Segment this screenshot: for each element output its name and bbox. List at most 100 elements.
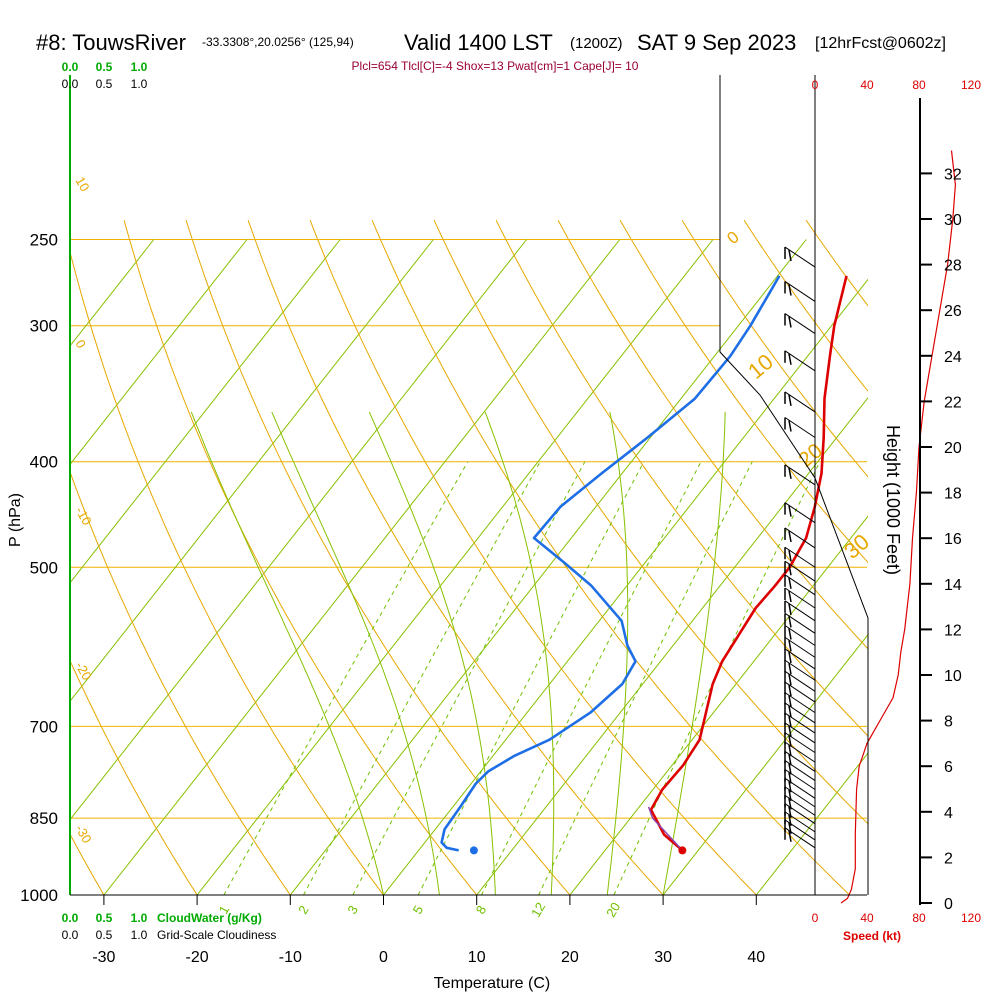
- wind-barb: [784, 587, 816, 609]
- axes: -30 -20 -10 0 10 20 30 402503004005007008501000…: [20, 60, 981, 966]
- cloudiness-label: Grid-Scale Cloudiness: [157, 928, 276, 942]
- wind-barb: [784, 560, 816, 582]
- dry-adiabat-line: [247, 220, 664, 895]
- wind-barb-flag: [788, 530, 792, 543]
- wind-barb: [784, 546, 816, 568]
- wind-barb-flag: [788, 564, 792, 576]
- height-tick-label: 26: [944, 303, 962, 320]
- x-tick-label: 20: [561, 949, 579, 966]
- wind-barb-staff: [784, 648, 816, 670]
- wind-barb-flag: [788, 830, 792, 842]
- mixing-ratio-label: 20: [603, 900, 623, 920]
- mixing-ratio-label: 2: [295, 903, 312, 917]
- wind-barb-flag: [788, 249, 792, 262]
- cloudiness-tick-bottom: 1.0: [131, 928, 148, 942]
- wind-barb-flag: [788, 353, 792, 365]
- height-tick-label: 0: [944, 896, 953, 913]
- cloudiness-tick-bottom: 0.0: [62, 928, 79, 942]
- wind-barb: [784, 648, 816, 670]
- mixing-ratio-line: [223, 461, 469, 895]
- moist-adiabat-line: [368, 411, 496, 895]
- y-axis-title: P (hPa): [7, 493, 24, 547]
- wind-barb-staff: [784, 350, 816, 372]
- pressure-tick-label: 400: [30, 453, 58, 472]
- wind-barb-flag: [788, 628, 792, 640]
- wind-barb-staff: [784, 625, 816, 646]
- mixing-ratio-line: [417, 461, 645, 895]
- wind-barb: [784, 702, 816, 724]
- pressure-tick-label: 1000: [20, 886, 58, 905]
- height-tick-label: 2: [944, 850, 953, 867]
- moist-adiabat-label: 30: [839, 529, 874, 564]
- wind-barb-staff: [784, 560, 816, 582]
- moist-adiabat-line: [606, 411, 629, 895]
- height-tick-label: 12: [944, 622, 962, 639]
- dry-adiabat-line: [433, 219, 868, 825]
- cloudiness-tick-top: 0.5: [96, 77, 113, 91]
- wind-barb-flag: [788, 505, 792, 517]
- x-tick-label: -10: [279, 949, 302, 966]
- isotherm-line: [196, 239, 714, 895]
- dry-adiabat-label: -30: [72, 822, 94, 846]
- wind-barb-flag: [788, 789, 792, 802]
- isotherm-line: [476, 397, 868, 895]
- valid-time: Valid 1400 LST: [404, 30, 553, 55]
- isotherm-line: [383, 278, 868, 895]
- wind-barb-staff: [784, 659, 816, 681]
- pressure-tick-label: 300: [30, 317, 58, 336]
- height-tick-label: 20: [944, 440, 962, 457]
- wind-barb-flag: [788, 467, 792, 479]
- wind-barb-staff: [784, 587, 816, 609]
- wind-barb: [784, 692, 816, 714]
- mixing-ratio-line: [538, 461, 753, 895]
- wind-barb: [784, 464, 816, 486]
- wind-barb-flag: [788, 663, 792, 675]
- height-tick-label: 6: [944, 759, 953, 776]
- hodo-boundary: [719, 75, 869, 895]
- height-tick-label: 10: [944, 668, 962, 685]
- speed-tick-label-bottom: 40: [860, 911, 874, 925]
- moist-adiabat-line: [190, 411, 384, 895]
- wind-barb-staff: [784, 612, 816, 634]
- speed-tick-label-bottom: 120: [961, 911, 981, 925]
- wind-barb-flag: [788, 695, 792, 707]
- wind-barb-flag: [788, 744, 792, 757]
- wind-barb-staff: [784, 502, 816, 524]
- cloudiness-tick-top: 0.0: [62, 77, 79, 91]
- wind-barb-flag: [788, 735, 792, 747]
- wind-barb: [784, 527, 816, 549]
- isotherm-line: [70, 239, 248, 466]
- temperature-line: [649, 275, 848, 852]
- mixing-ratio-label: 5: [410, 903, 427, 917]
- dry-adiabat-line: [309, 220, 757, 895]
- wind-barb: [784, 574, 816, 596]
- height-tick-label: 4: [944, 805, 953, 822]
- wind-barb-flag: [788, 316, 792, 328]
- cloud-water-label: CloudWater (g/Kg): [157, 911, 262, 925]
- pressure-tick-label: 850: [30, 809, 58, 828]
- sounding-indices: Plcl=654 Tlcl[C]=-4 Shox=13 Pwat[cm]=1 C…: [352, 59, 639, 73]
- wind-barb-staff: [784, 391, 816, 413]
- wind-barb: [784, 612, 816, 634]
- wind-barb-staff: [784, 692, 816, 714]
- isotherm-line: [662, 633, 868, 895]
- dry-adiabat-line: [557, 219, 868, 650]
- wind-barb-flag: [788, 674, 792, 686]
- dry-adiabat-line: [70, 833, 105, 895]
- wind-barb-staff: [784, 681, 816, 703]
- dry-adiabat-line: [681, 219, 868, 478]
- dewpoint-line: [440, 275, 781, 852]
- pressure-tick-label: 250: [30, 231, 58, 250]
- speed-axis-title: Speed (kt): [843, 929, 901, 943]
- moist-adiabat-label: 10: [743, 349, 778, 384]
- wind-barb-flag: [788, 420, 792, 432]
- cloud-tick-top: 1.0: [131, 60, 148, 74]
- wind-barb: [784, 313, 816, 334]
- speed-tick-label-bottom: 80: [912, 911, 926, 925]
- height-tick-label: 16: [944, 531, 962, 548]
- moist-adiabat-label: 0: [723, 227, 742, 248]
- x-tick-label: 30: [654, 949, 672, 966]
- wind-barb-staff: [784, 313, 816, 334]
- wind-barb-staff: [784, 712, 816, 734]
